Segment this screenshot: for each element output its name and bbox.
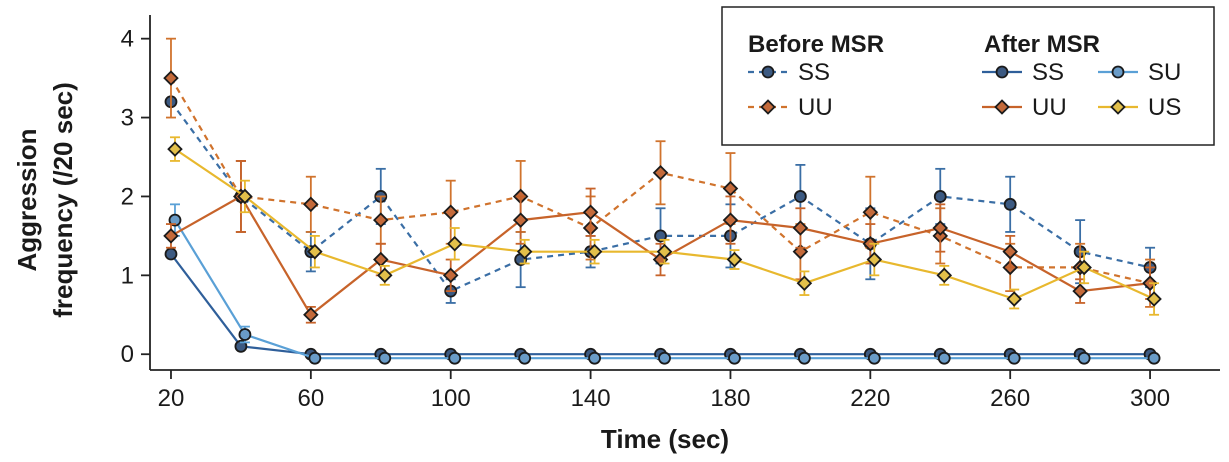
- point-after-uu-280: [1072, 283, 1088, 299]
- legend-after-title: After MSR: [984, 31, 1100, 58]
- legend-marker-after-uu: [994, 99, 1010, 115]
- point-before-uu-20: [163, 70, 179, 86]
- point-after-us-80: [377, 267, 393, 284]
- legend-marker-after-ss: [995, 65, 1009, 79]
- point-after-uu-60: [303, 307, 319, 323]
- point-after-su-100: [448, 351, 462, 365]
- legend-box: [721, 6, 1215, 146]
- x-tick-label-100: 100: [431, 385, 471, 412]
- y-tick-label-4: 4: [121, 26, 134, 53]
- point-after-uu-200: [792, 220, 809, 236]
- point-after-su-260: [1007, 351, 1021, 365]
- point-after-us-200: [796, 275, 813, 291]
- point-before-uu-220: [862, 204, 879, 220]
- point-after-us-280: [1076, 259, 1092, 276]
- point-after-su-200: [797, 351, 811, 365]
- x-tick-label-260: 260: [990, 385, 1030, 412]
- point-after-su-160: [658, 351, 671, 365]
- legend-label-after-ss: SS: [1032, 59, 1064, 86]
- point-before-uu-180: [722, 180, 739, 197]
- legend-label-after-su: SU: [1148, 59, 1181, 86]
- legend-marker-after-su: [1111, 65, 1125, 79]
- point-after-uu-20: [163, 228, 179, 244]
- legend-before-title: Before MSR: [748, 31, 884, 58]
- point-after-su-220: [867, 351, 881, 365]
- point-before-uu-160: [652, 165, 669, 181]
- point-after-us-140: [586, 243, 603, 260]
- x-tick-label-220: 220: [850, 385, 890, 412]
- point-after-su-300: [1147, 351, 1161, 365]
- x-axis-title: Time (sec): [601, 424, 729, 454]
- point-before-uu-60: [303, 196, 319, 213]
- point-after-su-80: [378, 351, 392, 365]
- point-after-us-260: [1006, 291, 1022, 307]
- series-after-us: [167, 136, 1162, 316]
- legend-label-after-us: US: [1148, 94, 1181, 121]
- legend-marker-before-uu: [760, 99, 776, 115]
- x-tick-label-60: 60: [297, 385, 324, 412]
- point-before-ss-240: [933, 190, 947, 203]
- y-tick-label-2: 2: [121, 183, 134, 210]
- point-before-ss-160: [654, 229, 667, 243]
- point-after-su-280: [1077, 351, 1091, 365]
- legend-marker-before-ss: [761, 65, 775, 79]
- point-after-us-100: [446, 236, 463, 252]
- point-before-ss-260: [1003, 197, 1017, 211]
- point-after-us-40: [237, 188, 253, 205]
- point-after-su-40: [238, 328, 252, 341]
- point-after-us-20: [167, 141, 183, 157]
- series-layer: [163, 37, 1162, 365]
- point-after-su-140: [588, 351, 601, 365]
- x-tick-label-180: 180: [710, 385, 750, 412]
- point-after-us-240: [936, 267, 953, 284]
- point-after-us-180: [726, 251, 743, 268]
- legend-label-before-ss: SS: [798, 59, 830, 86]
- point-after-us-160: [656, 243, 673, 260]
- legend: Before MSR After MSR SS UU SS SU UU US: [721, 6, 1215, 146]
- point-after-uu-100: [442, 267, 459, 284]
- point-after-us-300: [1146, 291, 1162, 307]
- point-after-su-120: [518, 351, 532, 365]
- legend-label-before-uu: UU: [798, 94, 833, 121]
- y-axis-title-line2: frequency (/20 sec): [48, 82, 78, 318]
- x-tick-label-20: 20: [158, 385, 185, 412]
- series-after-su: [168, 203, 1161, 365]
- legend-marker-after-us: [1110, 99, 1126, 115]
- point-after-uu-180: [722, 212, 739, 228]
- point-before-ss-200: [793, 190, 807, 203]
- point-after-us-60: [307, 243, 323, 260]
- y-tick-label-0: 0: [121, 341, 134, 368]
- point-after-su-180: [728, 351, 741, 365]
- y-tick-label-1: 1: [121, 262, 134, 289]
- point-after-uu-120: [512, 212, 529, 228]
- point-after-ss-20: [164, 247, 178, 261]
- y-tick-label-3: 3: [121, 105, 134, 132]
- point-after-us-120: [516, 243, 533, 260]
- x-tick-label-140: 140: [571, 385, 611, 412]
- point-after-su-240: [937, 351, 951, 365]
- point-after-us-220: [866, 251, 883, 268]
- x-tick-label-300: 300: [1130, 385, 1170, 412]
- point-after-uu-260: [1002, 243, 1018, 260]
- point-after-uu-140: [582, 204, 599, 220]
- axes-layer: 0 1 2 3 4 20 60 100 140 180 220 260 300: [121, 15, 1220, 412]
- point-before-uu-80: [373, 212, 389, 228]
- point-after-ss-40: [234, 339, 248, 353]
- point-after-uu-240: [932, 220, 949, 236]
- point-before-uu-100: [442, 204, 459, 220]
- point-after-su-60: [308, 351, 322, 365]
- y-axis-title-line1: Aggression: [12, 128, 42, 271]
- point-after-su-20: [168, 213, 182, 227]
- legend-label-after-uu: UU: [1032, 94, 1067, 121]
